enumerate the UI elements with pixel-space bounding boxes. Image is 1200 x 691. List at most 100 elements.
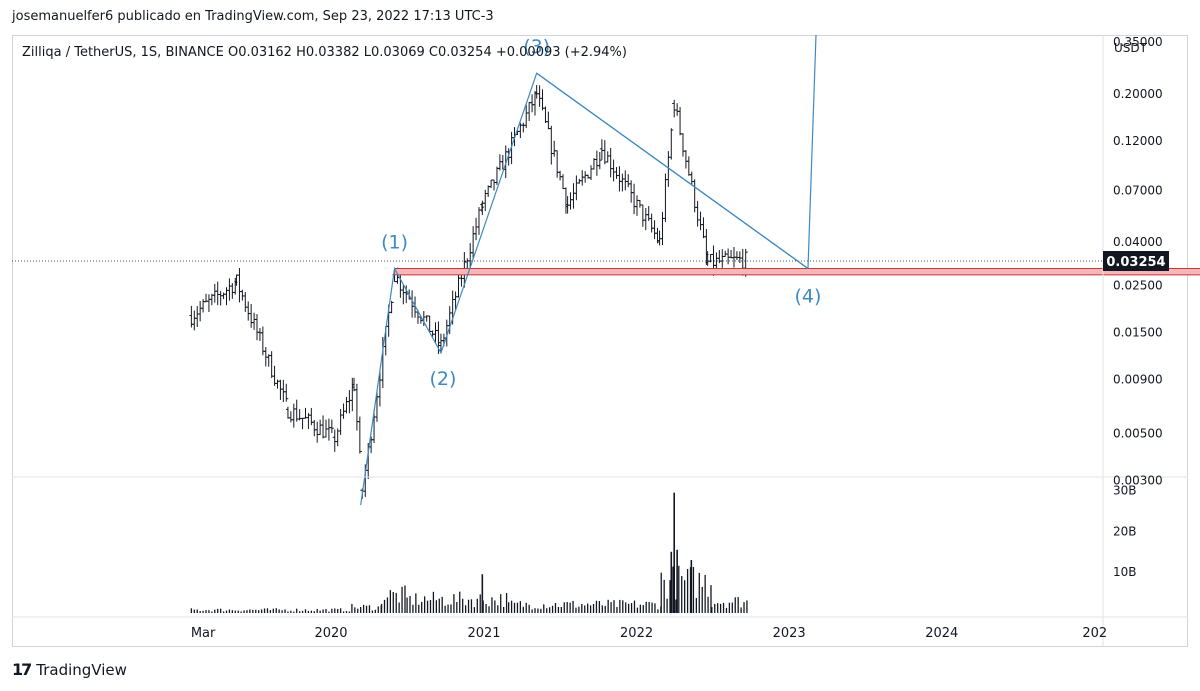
candle	[669, 128, 674, 160]
candle	[489, 179, 494, 189]
candle	[632, 183, 637, 215]
candle	[321, 415, 326, 439]
candle	[240, 289, 245, 301]
candle	[255, 314, 260, 341]
candle	[701, 217, 706, 239]
candle	[614, 167, 619, 179]
candle	[354, 383, 359, 431]
candle	[611, 159, 616, 182]
candle	[640, 204, 645, 227]
candle	[577, 178, 582, 184]
candle	[568, 192, 573, 210]
candle	[602, 140, 607, 165]
candle	[597, 151, 602, 170]
price-tick-label: 0.20000	[1113, 87, 1163, 101]
candle	[599, 139, 604, 160]
volume-tick-label: 20B	[1113, 524, 1137, 538]
candle	[326, 418, 331, 441]
candle	[698, 211, 703, 231]
candle	[629, 180, 634, 203]
candle	[249, 304, 254, 328]
publisher-header: josemanuelfer6 publicado en TradingView.…	[12, 9, 494, 24]
wave-3-4-line	[536, 72, 809, 269]
candle	[344, 397, 349, 414]
candle	[303, 407, 308, 419]
tradingview-logo-icon: 17	[12, 660, 32, 679]
candle	[594, 150, 599, 176]
candle	[540, 89, 545, 111]
candle	[527, 102, 532, 121]
candle	[218, 290, 223, 306]
candle	[623, 170, 628, 191]
candle	[357, 416, 362, 454]
candle	[726, 248, 731, 265]
time-tick-label: 2024	[925, 626, 958, 641]
candle	[583, 171, 588, 183]
candle	[643, 208, 648, 231]
candle	[657, 230, 662, 246]
candle	[347, 390, 352, 414]
last-price-badge	[1103, 251, 1169, 272]
candle	[558, 170, 563, 181]
candle	[552, 140, 557, 157]
candle	[281, 379, 286, 403]
candle	[300, 417, 305, 430]
candle	[212, 283, 217, 303]
candle	[655, 227, 660, 244]
wave-overlay: (1) (2) (3) (4)	[12, 34, 1200, 506]
footer-brand-text: TradingView	[36, 660, 127, 679]
candle	[695, 200, 700, 227]
candle	[686, 156, 691, 176]
candle	[338, 409, 343, 435]
candle	[617, 166, 622, 192]
time-tick-label: Mar	[191, 626, 216, 641]
candle	[689, 171, 694, 185]
candle	[201, 299, 206, 313]
candle	[663, 173, 668, 223]
candle	[476, 207, 481, 235]
candle	[389, 300, 394, 314]
price-tick-label: 0.01500	[1113, 325, 1163, 339]
time-tick-label: 2022	[620, 626, 653, 641]
candle	[332, 429, 337, 452]
wave-path	[360, 72, 809, 506]
candle	[605, 151, 610, 163]
candle	[252, 312, 257, 330]
candle	[660, 211, 665, 245]
price-tick-label: 0.04000	[1113, 235, 1163, 249]
candle	[206, 294, 211, 312]
wave-label: (3)	[523, 36, 550, 58]
wave-5-projection	[807, 34, 817, 269]
candle	[649, 213, 654, 233]
candle	[285, 406, 290, 419]
candle	[221, 292, 226, 300]
candle	[729, 249, 734, 259]
volume-tick-label: 30B	[1113, 484, 1137, 498]
axes-group: 0.35000 0.20000 0.12000 0.07000 0.04000 0.025…	[12, 35, 1188, 647]
candle	[683, 150, 688, 169]
candle	[530, 94, 535, 113]
wave-label: (2)	[429, 368, 456, 390]
candle	[675, 103, 680, 116]
candle	[571, 183, 576, 209]
candle	[494, 166, 499, 185]
candle	[637, 199, 642, 208]
candle	[266, 354, 271, 367]
candle	[278, 379, 283, 400]
candle	[294, 399, 299, 422]
time-tick-label: 2021	[467, 626, 500, 641]
price-tick-label: 0.07000	[1113, 183, 1163, 197]
candle	[269, 351, 274, 378]
candle	[492, 179, 497, 191]
symbol-line: Zilliqa / TetherUS, 1S, BINANCE O0.03162…	[22, 45, 627, 60]
candle	[246, 301, 251, 321]
candle	[257, 327, 262, 341]
candle	[497, 154, 502, 171]
chart-frame	[12, 35, 1188, 647]
candle	[224, 287, 229, 306]
wave-label: (4)	[795, 285, 822, 307]
candle	[608, 147, 613, 178]
candle	[589, 165, 594, 181]
support-zone	[394, 267, 1200, 276]
